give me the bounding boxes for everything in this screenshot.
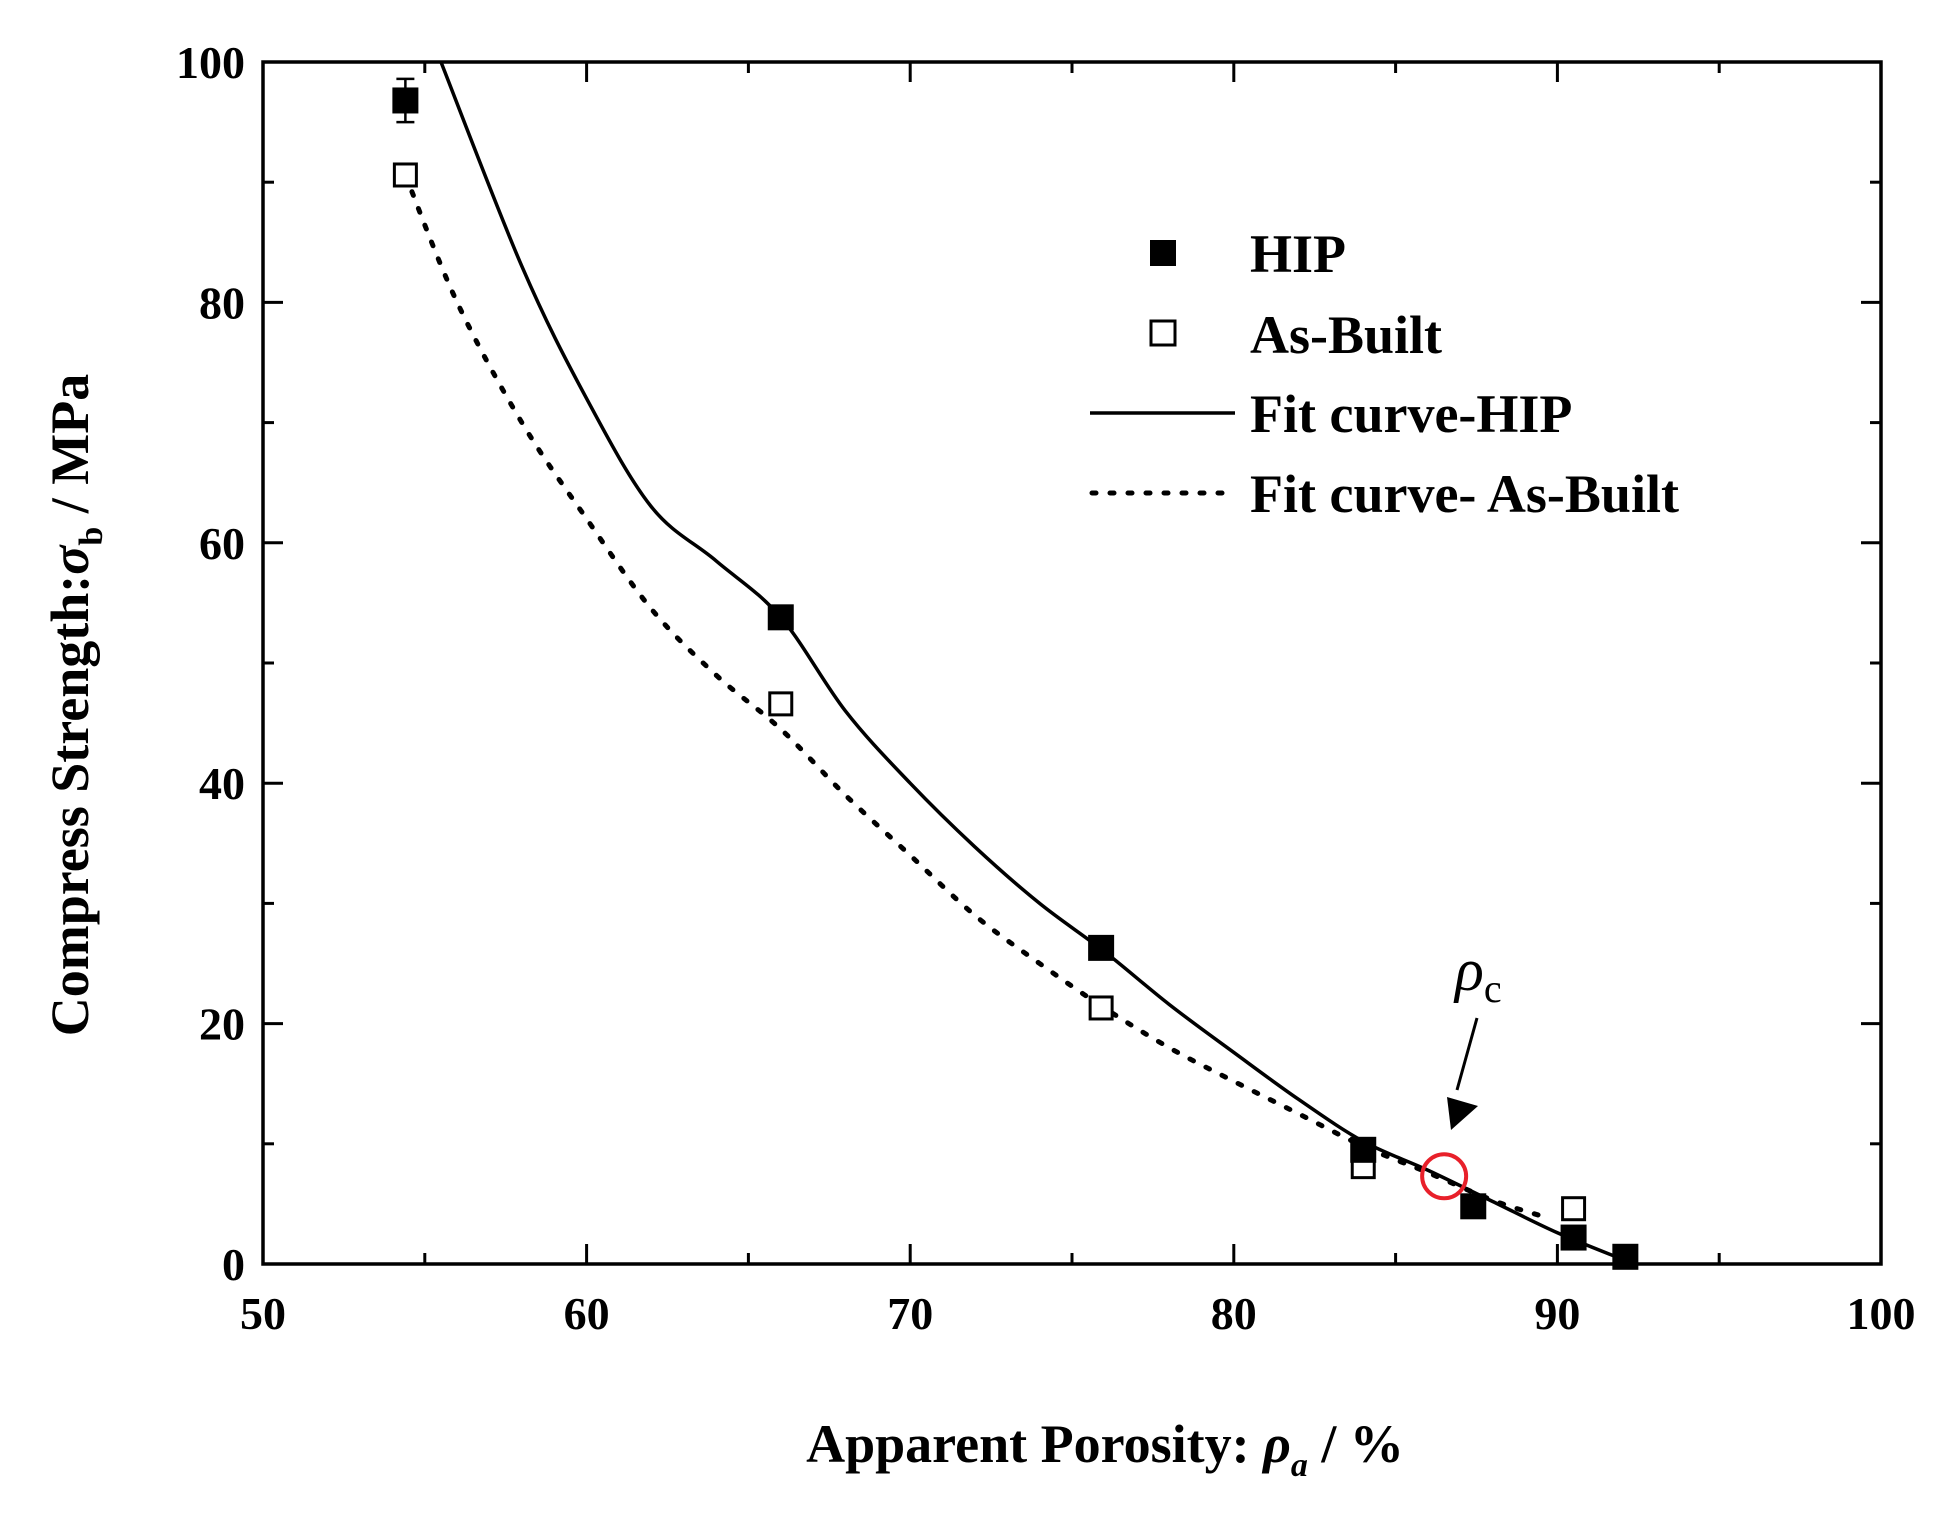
hip-points <box>392 87 1639 1270</box>
as-built-point <box>1088 995 1114 1021</box>
y-tick-label: 0 <box>222 1239 245 1290</box>
legend-label-fit-hip: Fit curve-HIP <box>1250 384 1572 444</box>
as-built-point <box>392 162 418 188</box>
x-tick-label: 70 <box>887 1288 933 1339</box>
y-tick-label: 100 <box>176 37 245 88</box>
fit-curve-as-built-line <box>402 172 1544 1219</box>
x-tick-label: 60 <box>564 1288 610 1339</box>
legend-label-as-built: As-Built <box>1250 305 1442 365</box>
fit-curve-hip-line <box>439 61 1623 1261</box>
y-axis-title: Compress Strength:σb / MPa <box>40 374 110 1037</box>
annotation-arrow <box>1455 1017 1479 1091</box>
x-tick-labels: 50 60 70 80 90 100 <box>240 1288 1916 1339</box>
as-built-point <box>768 691 794 717</box>
annotation-label: ρc <box>1453 937 1502 1011</box>
rho-c-annotation: ρc <box>1420 937 1502 1201</box>
legend-marker-as-built <box>1149 319 1177 347</box>
y-tick-label: 80 <box>199 277 245 328</box>
critical-porosity-circle <box>1420 1152 1469 1201</box>
legend-label-hip: HIP <box>1250 224 1346 284</box>
axis-ticks <box>261 60 1883 1266</box>
legend: HIP As-Built Fit curve-HIP Fit curve- As… <box>1089 224 1679 524</box>
hip-point <box>1612 1243 1639 1270</box>
hip-point <box>1088 934 1115 961</box>
annotation-arrowhead <box>1447 1097 1478 1130</box>
y-axis-label: Compress Strength:σb / MPa <box>40 374 110 1037</box>
x-tick-label: 90 <box>1534 1288 1580 1339</box>
x-tick-label: 100 <box>1847 1288 1916 1339</box>
legend-label-fit-as-built: Fit curve- As-Built <box>1250 464 1679 524</box>
hip-point <box>1560 1224 1587 1251</box>
plot-frame <box>261 60 1883 1266</box>
x-tick-label: 80 <box>1211 1288 1257 1339</box>
y-tick-labels: 0 20 40 60 80 100 <box>176 37 245 1290</box>
x-axis-label: Apparent Porosity: ρa / % <box>806 1414 1404 1484</box>
as-built-point <box>1561 1196 1587 1222</box>
hip-point <box>392 87 419 114</box>
y-tick-label: 40 <box>199 758 245 809</box>
y-tick-label: 20 <box>199 999 245 1050</box>
x-tick-label: 50 <box>240 1288 286 1339</box>
hip-point <box>1350 1136 1377 1163</box>
hip-point <box>767 604 794 631</box>
hip-point <box>1460 1193 1487 1220</box>
y-tick-label: 60 <box>199 518 245 569</box>
legend-marker-hip <box>1150 240 1176 266</box>
